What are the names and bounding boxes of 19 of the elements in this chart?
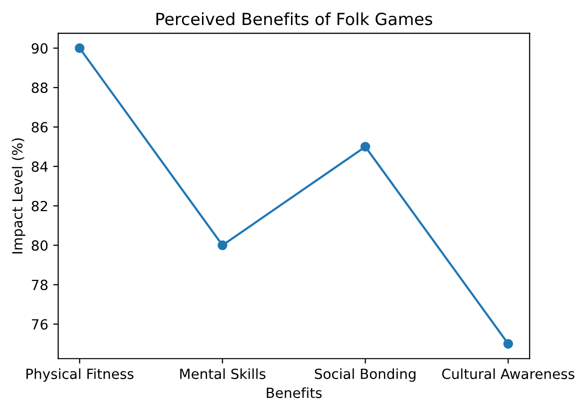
x-tick-label: Social Bonding — [314, 368, 416, 382]
chart-title: Perceived Benefits of Folk Games — [156, 12, 432, 26]
x-tick-label: Physical Fitness — [26, 368, 134, 382]
y-tick-label: 84 — [32, 161, 48, 172]
point — [503, 338, 514, 349]
y-tick-label: 86 — [32, 122, 48, 132]
y-tick-label: 90 — [32, 43, 48, 54]
y-axis-title: Impact Level (%) — [12, 138, 26, 254]
point — [74, 43, 84, 54]
point — [360, 142, 370, 152]
y-tick-label: 76 — [32, 319, 48, 330]
y-tick-label: 80 — [32, 240, 48, 251]
point — [218, 240, 228, 250]
y-tick-label: 78 — [32, 280, 48, 290]
y-tick-label: 88 — [32, 82, 48, 94]
x-axis-title: Benefits — [266, 387, 322, 398]
x-tick-label: Mental Skills — [180, 368, 266, 380]
x-tick-label: Cultural Awareness — [442, 368, 574, 380]
y-tick-label: 82 — [32, 200, 48, 212]
